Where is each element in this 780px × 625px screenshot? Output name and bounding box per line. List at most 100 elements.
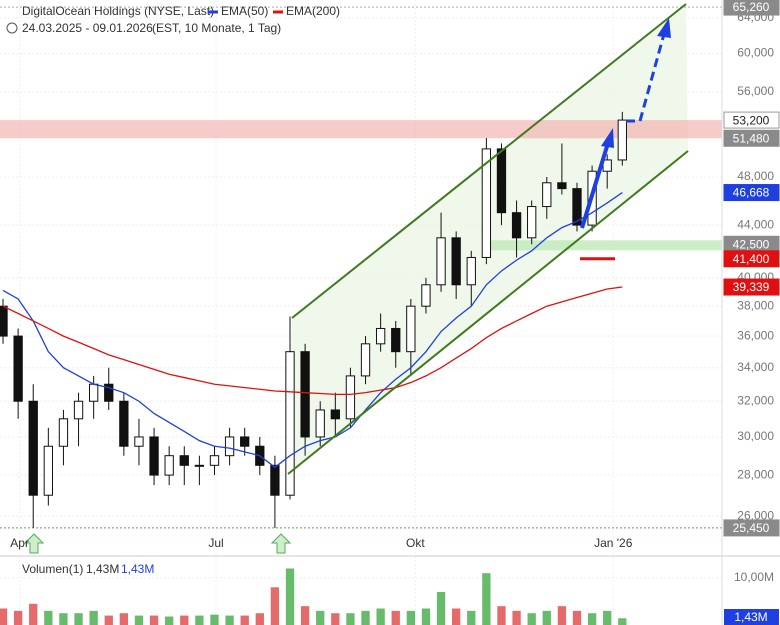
- price-label: 25,450: [733, 521, 770, 535]
- candle-body: [466, 256, 476, 286]
- y-tick-label: 60,000: [737, 46, 774, 60]
- volume-bar: [361, 610, 370, 625]
- low-marker: [270, 533, 292, 554]
- candle-body: [13, 335, 23, 402]
- y-tick-label: 30,000: [737, 429, 774, 443]
- volume-bar: [74, 613, 83, 625]
- volume-bar: [119, 613, 129, 625]
- price-label: 51,480: [733, 131, 770, 145]
- volume-title: Volumen(1): [22, 562, 83, 576]
- volume-bar: [255, 613, 264, 625]
- x-tick-label: Okt: [406, 536, 425, 550]
- y-tick-label: 44,000: [737, 217, 774, 231]
- volume-bar: [406, 610, 415, 625]
- candle-body: [345, 375, 356, 420]
- volume-label: 1,43M: [734, 610, 767, 624]
- volume-bar: [59, 613, 68, 625]
- candle-body: [511, 212, 522, 239]
- candle-body: [527, 206, 537, 239]
- candle-body: [436, 237, 446, 286]
- volume-bar: [436, 592, 446, 625]
- x-tick-label: Jul: [208, 536, 223, 550]
- header: DigitalOcean Holdings (NYSE, Last) EMA(5…: [6, 4, 340, 576]
- candle-body: [481, 148, 492, 258]
- candle-body: [224, 436, 235, 457]
- price-label: 39,339: [733, 280, 770, 294]
- candle-body: [572, 188, 582, 226]
- volume-value: 1,43M: [121, 562, 154, 576]
- volume-bar: [542, 610, 551, 625]
- candle-body: [451, 237, 461, 286]
- overlay: [23, 3, 689, 554]
- y-tick-label: 26,000: [737, 508, 774, 522]
- y-tick-label: 36,000: [737, 328, 774, 342]
- price-label: 46,668: [733, 186, 770, 200]
- volume-bar: [421, 608, 431, 625]
- arrow-head: [601, 128, 614, 148]
- candle-body: [315, 409, 325, 438]
- volume-bar: [376, 608, 385, 625]
- volume-bar: [210, 614, 219, 625]
- volume-bar: [180, 615, 189, 625]
- price-label-box: [723, 0, 780, 16]
- x-tick-label: Apr: [10, 536, 29, 550]
- price-label-box: [723, 111, 780, 129]
- projection-arrow: [626, 33, 666, 123]
- candle-body: [73, 400, 84, 420]
- candle-body: [300, 351, 310, 438]
- y-tick-label: 38,000: [737, 298, 774, 312]
- volume-bar: [603, 610, 612, 625]
- price-label: 65,260: [733, 0, 770, 14]
- volume-tick-label: 10,00M: [734, 570, 774, 584]
- trend-arrow: [580, 142, 610, 229]
- candle-body: [0, 305, 8, 337]
- x-tick-label: Jan '26: [594, 536, 633, 550]
- legend-label: EMA(50): [221, 4, 268, 18]
- candle-body: [542, 182, 552, 208]
- arrow-head: [657, 18, 671, 38]
- volume-bar: [557, 606, 567, 625]
- volume-bar: [13, 610, 23, 625]
- volume-bar: [618, 618, 627, 625]
- candle-body: [270, 464, 280, 496]
- candle-body: [194, 464, 205, 467]
- resistance-band: [0, 120, 722, 139]
- ema-line: [2, 286, 623, 396]
- ema-line: [2, 192, 623, 469]
- volume-bar: [165, 616, 174, 625]
- volume-label-box: [724, 609, 779, 625]
- candle-body: [179, 455, 189, 466]
- candle-body: [164, 455, 174, 476]
- candle-body: [330, 409, 340, 420]
- volume-bar: [225, 615, 234, 625]
- candle-body: [391, 327, 401, 353]
- volume-bar: [300, 606, 310, 625]
- volume-bar: [572, 610, 582, 625]
- volume-bar: [467, 610, 476, 625]
- y-tick-label: 34,000: [737, 360, 774, 374]
- volume-bar: [391, 610, 400, 625]
- volume-bar: [331, 613, 340, 625]
- price-pane: [0, 4, 722, 529]
- volume-bar: [482, 573, 491, 625]
- candle-body: [119, 400, 129, 447]
- volume-bar: [346, 613, 355, 625]
- candle-body: [360, 343, 371, 377]
- volume-bar: [29, 603, 38, 625]
- y-tick-label: 32,000: [737, 393, 774, 407]
- price-label: 53,200: [733, 113, 770, 127]
- channel-lower: [287, 150, 689, 475]
- volume-bar: [285, 568, 295, 625]
- y-tick-label: 28,000: [737, 467, 774, 481]
- volume-bar: [89, 610, 98, 625]
- candle-body: [149, 436, 159, 476]
- candle-body: [43, 445, 53, 496]
- candle-body: [406, 305, 416, 353]
- volume-bar: [0, 608, 8, 625]
- candle-body: [557, 182, 567, 190]
- price-label-box: [723, 250, 780, 268]
- candle-body: [375, 327, 386, 345]
- volume-bar: [104, 615, 113, 625]
- price-label-box: [723, 184, 780, 202]
